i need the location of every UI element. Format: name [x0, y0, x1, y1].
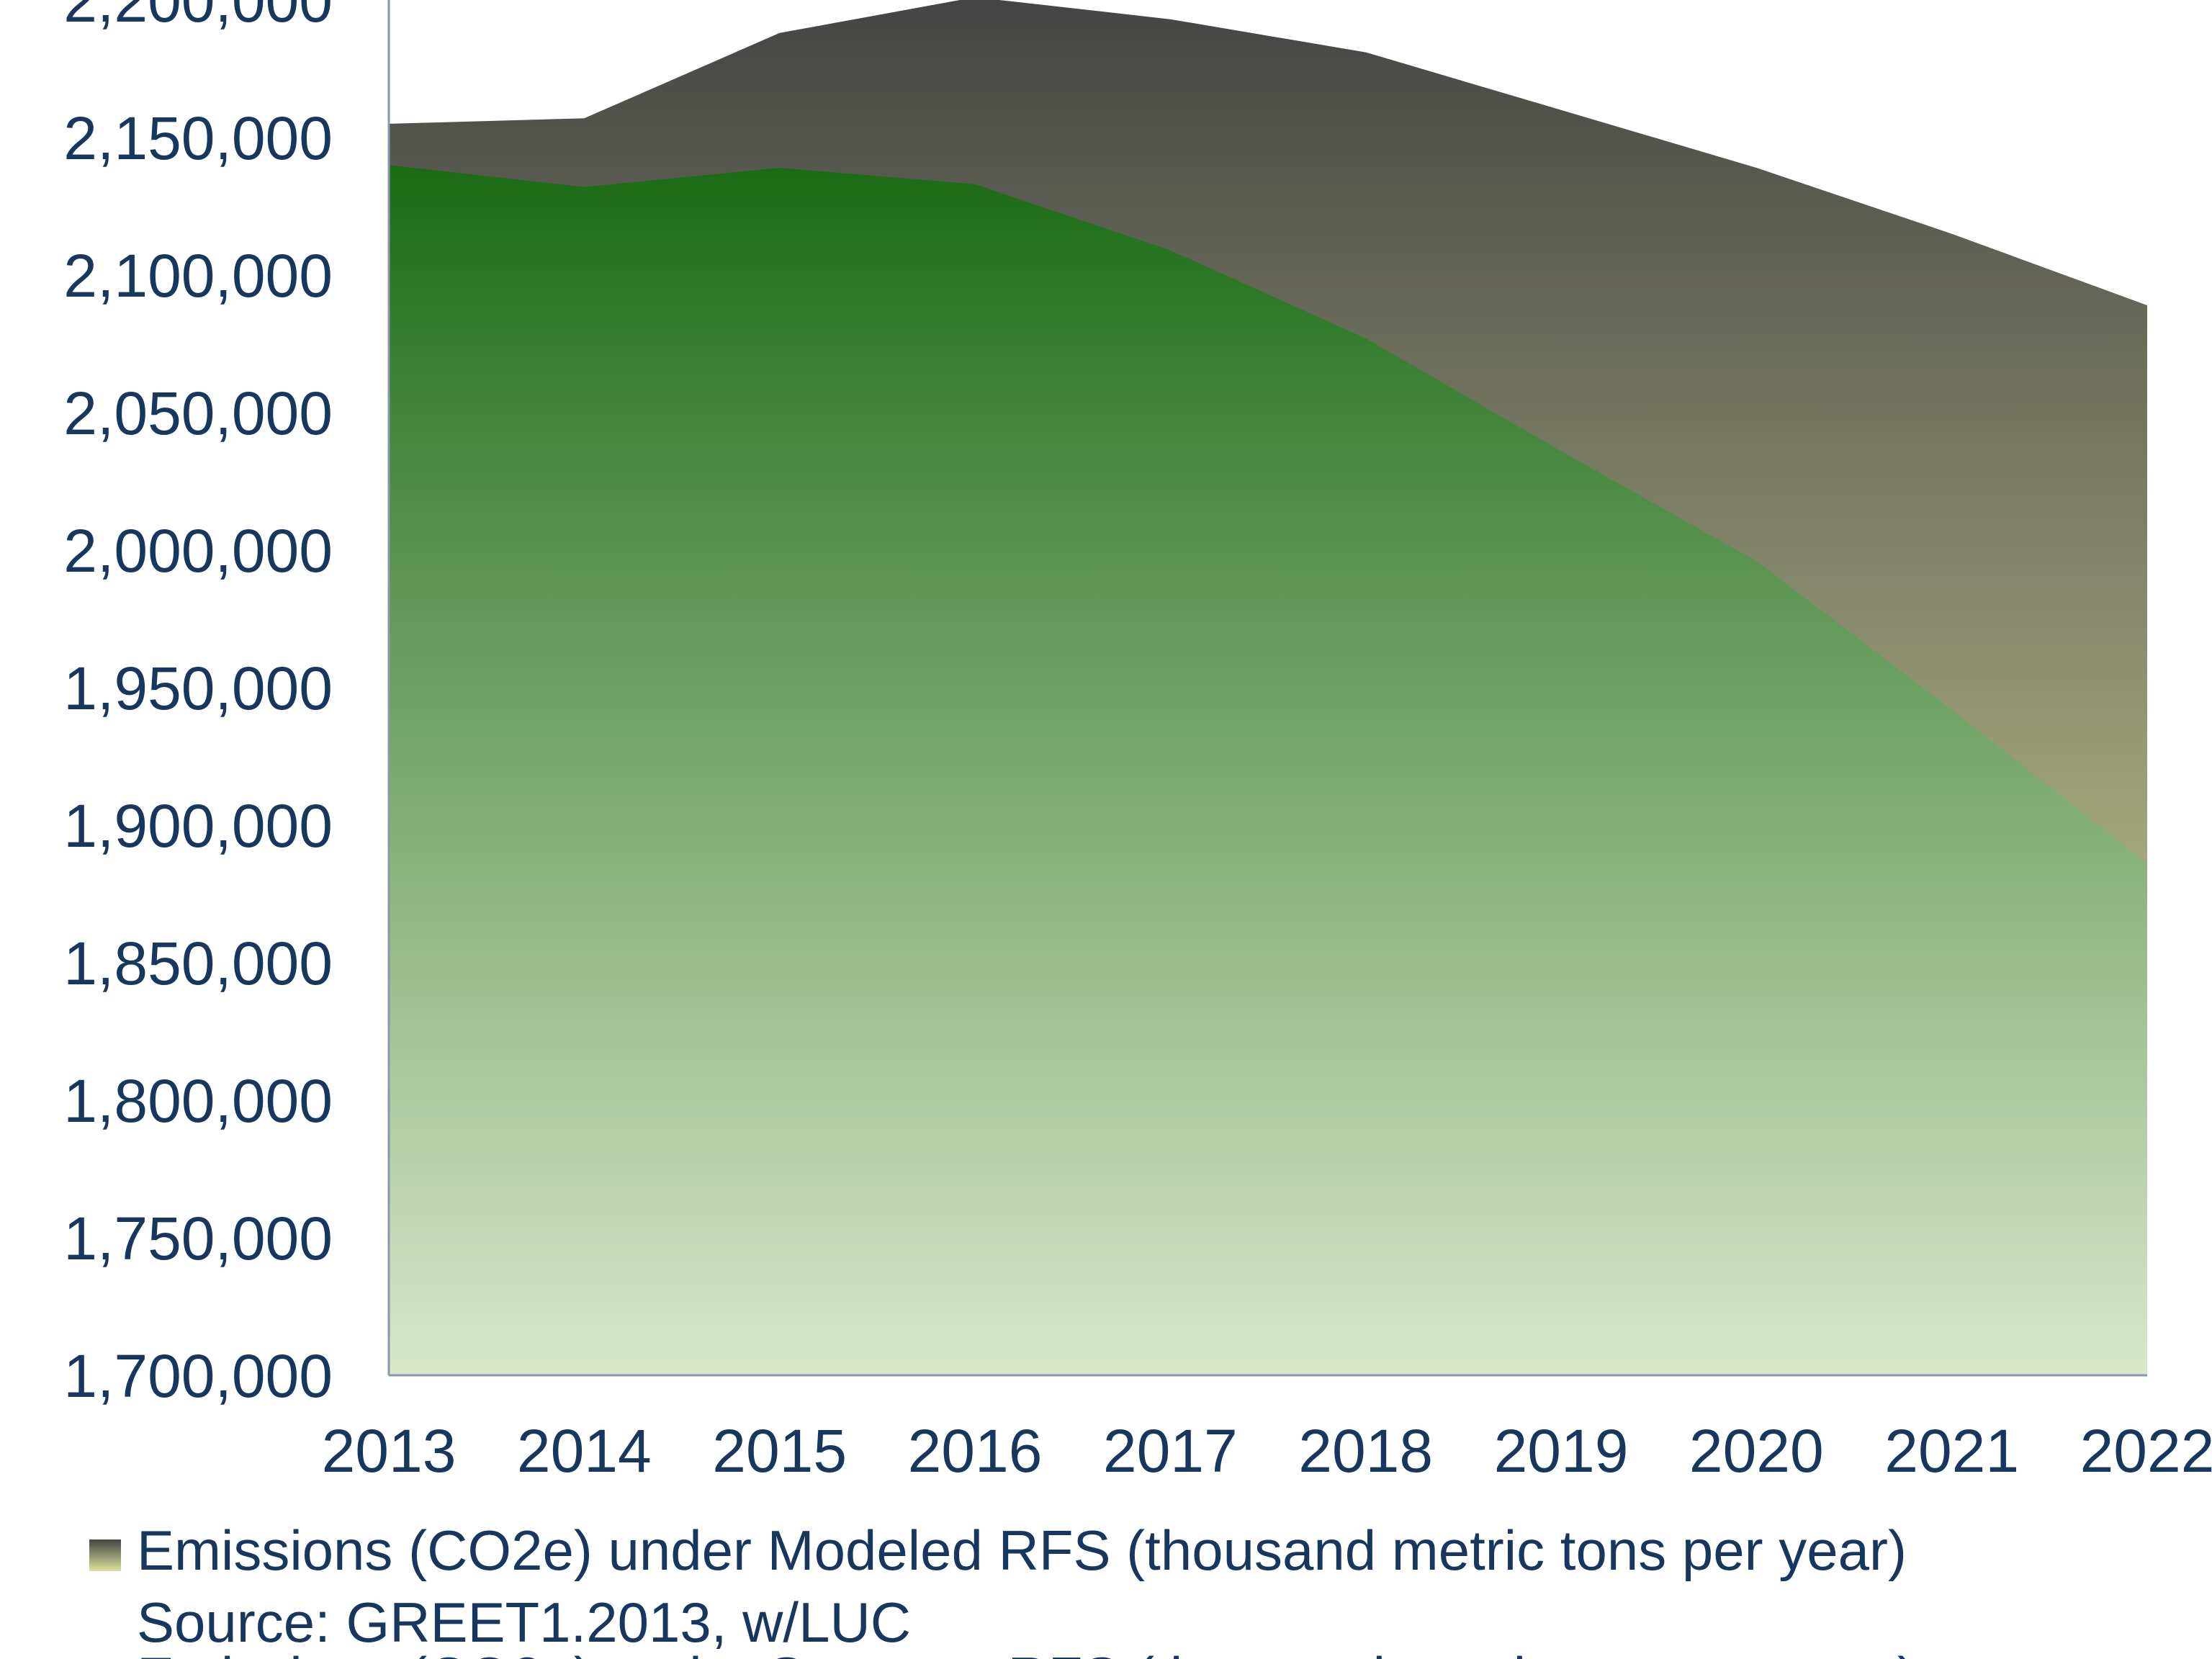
x-tick-label: 2019: [1494, 1417, 1629, 1485]
y-tick-label: 2,100,000: [63, 242, 333, 310]
y-tick-label: 2,150,000: [63, 104, 333, 172]
legend-swatch: [89, 1539, 121, 1571]
y-tick-label: 1,700,000: [63, 1342, 333, 1410]
x-tick-label: 2015: [712, 1417, 847, 1485]
y-tick-label: 1,950,000: [63, 655, 333, 722]
x-axis-ticks: 2013 2014 2015 2016 2017 2018 2019 2020 2021 2022: [322, 1417, 2212, 1485]
y-tick-label: 1,800,000: [63, 1067, 333, 1135]
x-tick-label: 2013: [322, 1417, 457, 1485]
x-tick-label: 2022: [2080, 1417, 2212, 1485]
x-tick-label: 2016: [908, 1417, 1043, 1485]
legend-item-modeled: Emissions (CO2e) under Modeled RFS (thou…: [89, 1519, 1907, 1654]
y-tick-label: 1,900,000: [63, 792, 333, 860]
x-tick-label: 2014: [517, 1417, 652, 1485]
y-axis-ticks: 1,700,000 1,750,000 1,800,000 1,850,000 1,90…: [63, 0, 333, 1410]
axes: [387, 0, 2147, 1377]
legend-label: Emissions (CO2e) under Statutory RFS (th…: [137, 1645, 1916, 1659]
legend-label-source: Source: GREET1.2013, w/LUC: [137, 1591, 911, 1654]
y-tick-label: 2,050,000: [63, 379, 333, 447]
statutory-rfs-area: [389, 165, 2147, 1376]
x-tick-label: 2017: [1103, 1417, 1238, 1485]
legend-label: Emissions (CO2e) under Modeled RFS (thou…: [137, 1519, 1907, 1582]
y-tick-label: 1,750,000: [63, 1205, 333, 1272]
legend-item-statutory: Emissions (CO2e) under Statutory RFS (th…: [137, 1645, 1916, 1659]
x-tick-label: 2021: [1884, 1417, 2019, 1485]
plot-area: [389, 0, 2147, 1376]
y-tick-label: 1,850,000: [63, 930, 333, 997]
x-tick-label: 2018: [1298, 1417, 1433, 1485]
legend: Emissions (CO2e) under Modeled RFS (thou…: [89, 1519, 1916, 1659]
x-tick-label: 2020: [1689, 1417, 1824, 1485]
y-tick-label: 2,000,000: [63, 517, 333, 585]
y-tick-label: 2,200,000: [63, 0, 333, 35]
